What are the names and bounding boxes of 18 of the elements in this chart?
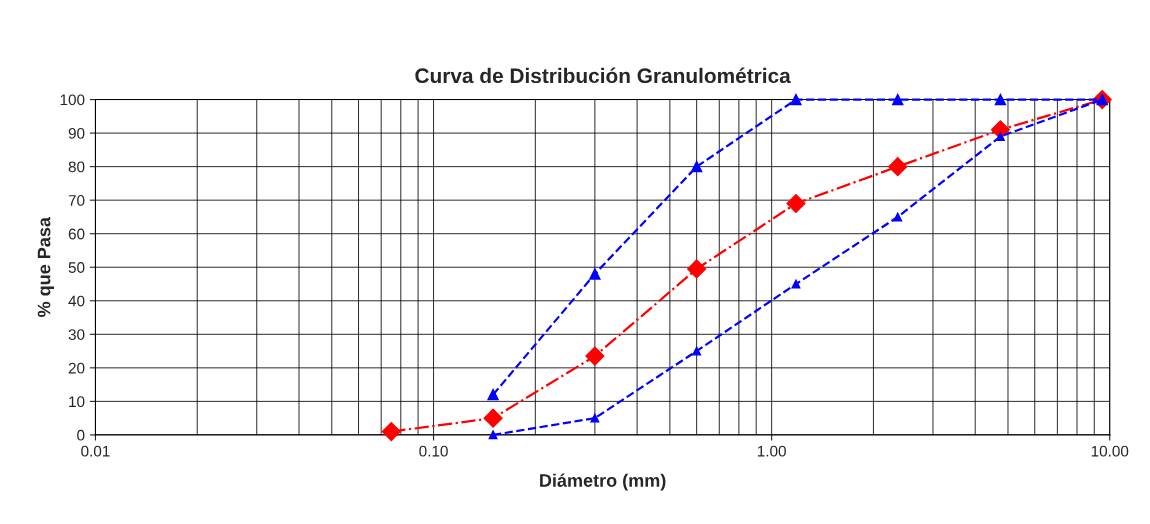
y-tick-label: 40 [68,295,85,307]
y-axis-title: % que Pasa [37,216,54,317]
chart-title: Curva de Distribución Granulométrica [415,67,791,84]
y-tick-label: 70 [68,195,85,206]
x-tick-label: 0.10 [419,445,448,457]
y-tick-label: 50 [68,262,85,273]
x-tick-label: 1.00 [757,445,786,457]
x-tick-label: 0.01 [81,445,110,457]
y-tick-label: 0 [77,429,85,441]
y-tick-label: 60 [68,228,85,240]
y-tick-label: 100 [60,94,85,106]
y-tick-label: 90 [68,127,85,139]
y-tick-label: 10 [69,396,85,408]
x-axis-title: Diámetro (mm) [540,473,666,491]
y-tick-label: 30 [68,329,85,340]
y-tick-label: 20 [68,362,85,374]
x-tick-label: 10.00 [1091,445,1129,457]
y-tick-label: 80 [68,161,85,173]
